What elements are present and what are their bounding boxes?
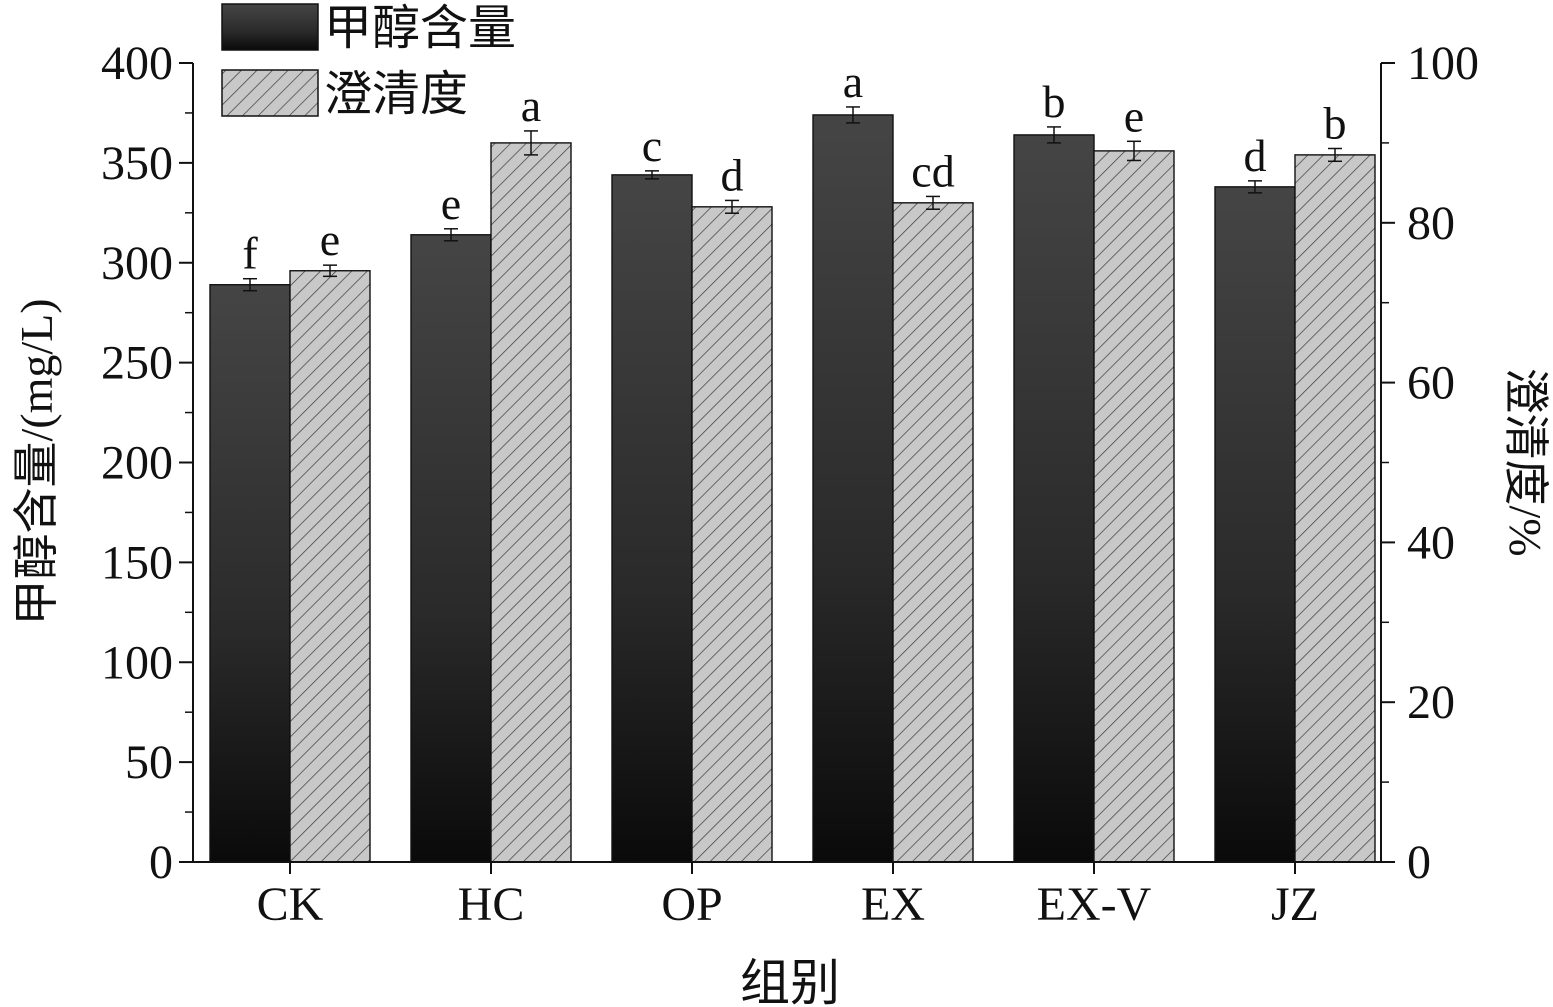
legend-label-methanol: 甲醇含量 [324,2,516,55]
bar-methanol-jz [1214,186,1296,863]
x-tick-label: EX-V [1037,878,1152,931]
x-tick-label: EX [861,878,925,931]
bar-methanol-hc [410,234,492,863]
error-bars-layer [243,106,1342,292]
left-axis-ticks: 0 50 100 150 200 250 300 350 400 [101,37,193,889]
bars-layer [209,114,1376,863]
significance-letter: cd [911,145,954,196]
bar-methanol-ck [209,284,291,863]
bar-methanol-ex-v [1013,134,1095,863]
bar-clarity-hc [490,142,572,863]
significance-letter: e [441,178,461,229]
bar-methanol-op [611,174,693,863]
bar-clarity-jz [1294,154,1376,863]
significance-letter: d [1244,130,1267,181]
right-tick-label: 60 [1407,357,1455,410]
x-axis-title: 组别 [740,955,840,1007]
significance-letter: b [1324,97,1347,148]
right-tick-label: 80 [1407,197,1455,250]
right-tick-label: 40 [1407,516,1455,569]
left-tick-label: 200 [101,437,173,490]
x-axis-ticks: CK HC OP EX EX-V JZ [257,862,1319,931]
legend: 甲醇含量 澄清度 [221,2,516,121]
left-tick-label: 0 [149,836,173,889]
significance-letter: c [642,120,662,171]
left-tick-label: 100 [101,636,173,689]
right-axis-ticks: 0 20 40 60 80 100 [1381,37,1479,889]
significance-letter: b [1043,76,1066,127]
right-tick-label: 100 [1407,37,1479,90]
right-tick-label: 0 [1407,836,1431,889]
left-tick-label: 400 [101,37,173,90]
x-tick-label: JZ [1271,878,1319,931]
significance-letter: a [521,80,541,131]
left-tick-label: 300 [101,237,173,290]
bar-methanol-ex [812,114,894,863]
left-axis-title: 甲醇含量/(mg/L) [11,298,62,625]
significance-letter: e [320,214,340,265]
significance-letter: e [1124,90,1144,141]
legend-label-clarity: 澄清度 [324,68,468,121]
legend-swatch-methanol [221,3,319,51]
bar-clarity-ex [892,202,974,863]
left-tick-label: 50 [125,736,173,789]
axes-layer [192,63,1382,863]
bar-clarity-ex-v [1093,150,1175,863]
x-tick-label: CK [257,878,324,931]
significance-letter: d [721,149,744,200]
right-axis-title: 澄清度/% [1500,367,1551,556]
right-tick-label: 20 [1407,676,1455,729]
significance-letter: a [843,56,863,107]
significance-letters-layer: f e c a b d e a d cd e b [242,56,1346,279]
bar-clarity-ck [289,270,371,863]
x-tick-label: OP [661,878,722,931]
significance-letter: f [242,228,258,279]
bar-clarity-op [691,206,773,863]
left-tick-label: 250 [101,337,173,390]
x-tick-label: HC [458,878,525,931]
left-tick-label: 350 [101,137,173,190]
left-tick-label: 150 [101,536,173,589]
legend-swatch-clarity [221,69,319,117]
